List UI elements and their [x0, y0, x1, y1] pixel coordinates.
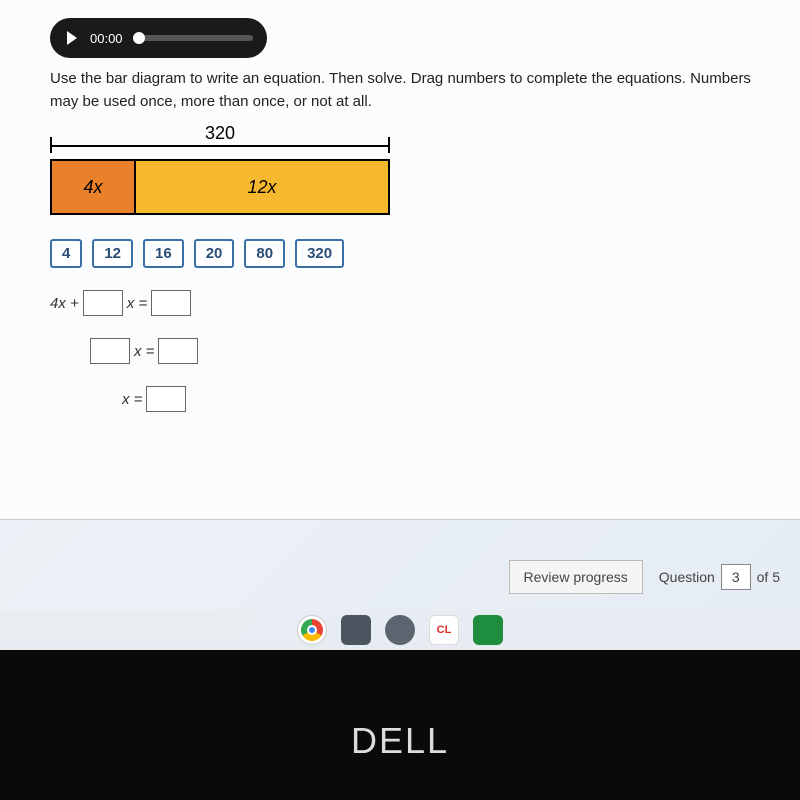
- total-label: 320: [195, 123, 245, 144]
- app-icon-2[interactable]: [385, 615, 415, 645]
- bars-container: 4x 12x: [50, 159, 390, 215]
- bracket-line: [50, 145, 390, 147]
- equation-row-2: x =: [86, 338, 772, 364]
- dell-logo: DELL: [0, 720, 800, 762]
- question-indicator: Question 3 of 5: [659, 564, 780, 590]
- question-label: Question: [659, 569, 715, 585]
- number-chips-row: 4 12 16 20 80 320: [50, 239, 772, 268]
- eq3-mid: x =: [122, 391, 142, 408]
- number-chip[interactable]: 12: [92, 239, 133, 268]
- os-taskbar: CL: [0, 610, 800, 650]
- eq1-prefix: 4x +: [50, 295, 79, 312]
- number-chip[interactable]: 80: [244, 239, 285, 268]
- chrome-icon[interactable]: [297, 615, 327, 645]
- eq1-dropbox-2[interactable]: [151, 290, 191, 316]
- bar-diagram: 320 4x 12x: [50, 133, 390, 215]
- total-bracket: 320: [50, 133, 390, 159]
- eq2-dropbox-1[interactable]: [90, 338, 130, 364]
- equations-area: 4x + x = x = x =: [50, 290, 772, 412]
- equation-row-3: x =: [122, 386, 772, 412]
- number-chip[interactable]: 320: [295, 239, 344, 268]
- bracket-tick-left: [50, 137, 52, 153]
- question-number: 3: [721, 564, 751, 590]
- eq1-dropbox-1[interactable]: [83, 290, 123, 316]
- audio-player[interactable]: 00:00: [50, 18, 267, 58]
- audio-scrubber[interactable]: [133, 35, 253, 41]
- audio-time: 00:00: [90, 31, 123, 46]
- play-icon: [67, 31, 77, 45]
- number-chip[interactable]: 16: [143, 239, 184, 268]
- bar-segment-12x: 12x: [136, 161, 388, 213]
- number-chip[interactable]: 20: [194, 239, 235, 268]
- play-button[interactable]: [56, 24, 84, 52]
- eq1-mid: x =: [127, 295, 147, 312]
- classroom-icon[interactable]: [473, 615, 503, 645]
- audio-thumb[interactable]: [133, 32, 145, 44]
- bar-segment-4x: 4x: [52, 161, 136, 213]
- eq2-mid: x =: [134, 343, 154, 360]
- number-chip[interactable]: 4: [50, 239, 82, 268]
- app-icon-1[interactable]: [341, 615, 371, 645]
- footer-bar: Review progress Question 3 of 5: [509, 560, 780, 594]
- instructions-text: Use the bar diagram to write an equation…: [50, 68, 772, 113]
- equation-row-1: 4x + x =: [50, 290, 772, 316]
- cl-app-icon[interactable]: CL: [429, 615, 459, 645]
- eq2-dropbox-2[interactable]: [158, 338, 198, 364]
- bracket-tick-right: [388, 137, 390, 153]
- screen-area: 00:00 Use the bar diagram to write an eq…: [0, 0, 800, 640]
- question-total: of 5: [757, 569, 780, 585]
- review-progress-button[interactable]: Review progress: [509, 560, 643, 594]
- bar-left-label: 4x: [83, 177, 102, 198]
- eq3-dropbox-1[interactable]: [146, 386, 186, 412]
- question-card: 00:00 Use the bar diagram to write an eq…: [0, 0, 800, 520]
- bar-right-label: 12x: [247, 177, 276, 198]
